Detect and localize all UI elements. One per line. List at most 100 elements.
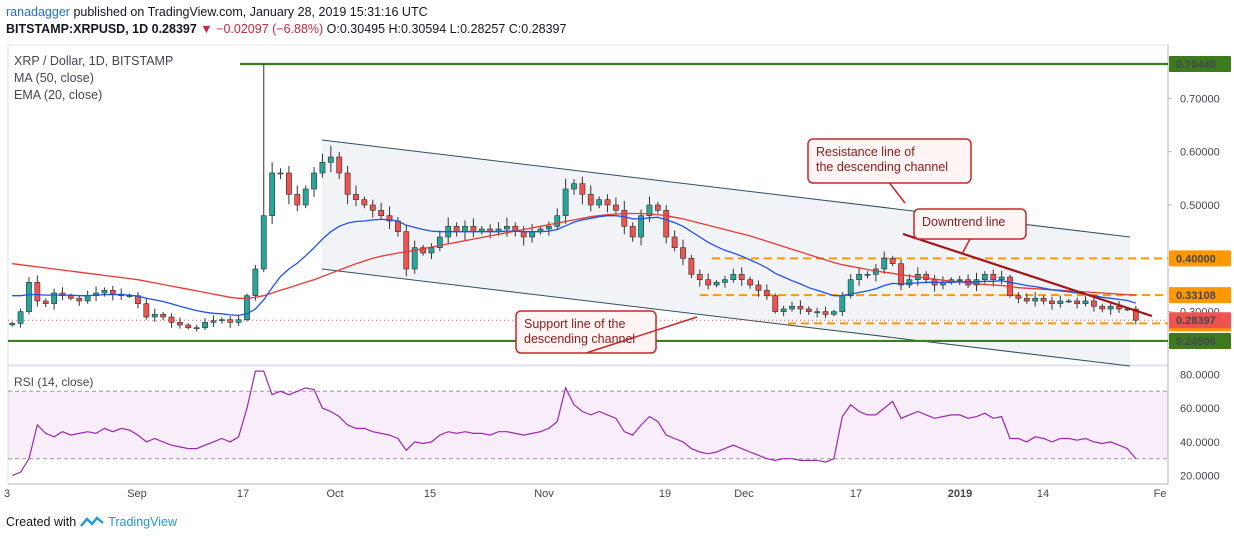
candle-body bbox=[260, 215, 267, 270]
candle-body bbox=[906, 279, 913, 286]
candle-body bbox=[1090, 300, 1097, 307]
candle-body bbox=[1116, 306, 1122, 310]
candle-body bbox=[722, 279, 728, 283]
candle-body bbox=[956, 279, 963, 281]
candle-body bbox=[235, 319, 242, 323]
ohlc-values: O:0.30495 H:0.30594 L:0.28257 C:0.28397 bbox=[326, 22, 567, 36]
support-callout-text: Support line of the bbox=[524, 317, 626, 331]
rsi-tick-label: 60.0000 bbox=[1180, 403, 1220, 415]
candle-body bbox=[1132, 308, 1139, 321]
candle-body bbox=[160, 314, 167, 318]
candle-body bbox=[889, 258, 896, 264]
candle-body bbox=[747, 279, 753, 286]
candle-body bbox=[1040, 298, 1047, 302]
candle-body bbox=[629, 226, 636, 238]
downtrend-callout: Downtrend line bbox=[913, 208, 1027, 255]
candle-body bbox=[42, 300, 49, 304]
candle-body bbox=[789, 306, 795, 310]
candle-body bbox=[1049, 300, 1055, 304]
downtrend-line bbox=[902, 232, 1153, 318]
time-tick-label: 14 bbox=[1037, 488, 1049, 500]
candle-body bbox=[587, 194, 594, 206]
downtrend-callout-pointer bbox=[961, 238, 971, 255]
support-callout-pointer bbox=[585, 316, 698, 354]
resistance-callout-text: Resistance line of bbox=[816, 145, 915, 159]
candle-body bbox=[713, 282, 720, 286]
rsi-tick-label: 20.0000 bbox=[1180, 471, 1220, 483]
candle-body bbox=[143, 303, 150, 318]
time-tick-label: 17 bbox=[237, 488, 249, 500]
channel-support-line bbox=[321, 268, 1131, 367]
channel-fill bbox=[322, 140, 1130, 365]
last-price: 0.28397 bbox=[151, 22, 197, 36]
time-tick-label: Fe bbox=[1154, 488, 1167, 500]
price-change: −0.02097 (−6.88%) bbox=[216, 22, 324, 36]
candle-body bbox=[1065, 300, 1072, 303]
candle-body bbox=[805, 308, 812, 312]
candle-body bbox=[462, 226, 468, 232]
candle-body bbox=[1099, 306, 1106, 310]
rsi-line bbox=[11, 370, 1137, 477]
candle-body bbox=[336, 156, 343, 174]
level-label: 0.76440 bbox=[1176, 59, 1216, 71]
level-label-box bbox=[1169, 287, 1231, 304]
candle-body bbox=[193, 327, 200, 329]
candle-body bbox=[763, 290, 770, 296]
tradingview-brand[interactable]: TradingView bbox=[108, 515, 177, 529]
candle-body bbox=[109, 290, 116, 295]
candle-body bbox=[269, 172, 276, 216]
candle-body bbox=[654, 204, 661, 211]
candle-body bbox=[420, 247, 426, 254]
resistance-callout-text: the descending channel bbox=[816, 160, 948, 174]
candle-body bbox=[302, 188, 309, 206]
price-tick-label: 0.60000 bbox=[1180, 147, 1220, 159]
candle-body bbox=[428, 247, 435, 254]
legend-ma: MA (50, close) bbox=[14, 71, 94, 85]
candle-body bbox=[688, 258, 695, 275]
candle-body bbox=[386, 215, 393, 222]
time-tick-label: 2019 bbox=[948, 488, 972, 500]
candle-body bbox=[579, 183, 586, 195]
candle-body bbox=[864, 274, 871, 276]
time-tick-label: 17 bbox=[850, 488, 862, 500]
candle-body bbox=[881, 258, 888, 270]
last-price-label: 0.28397 bbox=[1176, 315, 1216, 327]
level-label: 0.40000 bbox=[1176, 253, 1216, 265]
resistance-callout-pointer bbox=[888, 182, 906, 204]
tradingview-logo-icon bbox=[80, 516, 104, 527]
candle-body bbox=[1032, 298, 1039, 302]
candle-body bbox=[411, 247, 418, 270]
price-tick-label: 0.70000 bbox=[1180, 93, 1220, 105]
time-tick-label: 15 bbox=[424, 488, 436, 500]
candle-body bbox=[596, 199, 603, 206]
candle-body bbox=[26, 282, 32, 312]
candle-body bbox=[1082, 300, 1089, 304]
candle-body bbox=[663, 210, 670, 238]
candle-body bbox=[998, 276, 1005, 280]
candle-body bbox=[369, 204, 376, 211]
candle-body bbox=[730, 274, 737, 280]
candle-body bbox=[604, 199, 611, 206]
publish-header: ranadagger published on TradingView.com,… bbox=[6, 5, 428, 19]
time-tick-label: Dec bbox=[734, 488, 754, 500]
rsi-band-fill bbox=[8, 391, 1168, 459]
candle-body bbox=[856, 274, 862, 280]
candle-body bbox=[101, 290, 108, 294]
level-label-box bbox=[1169, 332, 1231, 349]
candle-body bbox=[327, 156, 334, 163]
legend-ema: EMA (20, close) bbox=[14, 88, 103, 102]
candle-body bbox=[277, 172, 284, 175]
candle-body bbox=[470, 226, 477, 232]
price-tick-label: 0.50000 bbox=[1180, 200, 1220, 212]
candle-body bbox=[9, 323, 16, 326]
publish-info: published on TradingView.com, January 28… bbox=[73, 5, 428, 19]
author-link[interactable]: ranadagger bbox=[6, 5, 70, 19]
footer: Created with TradingView bbox=[6, 515, 177, 529]
candle-body bbox=[1074, 300, 1081, 304]
candle-body bbox=[311, 172, 317, 190]
candle-body bbox=[34, 282, 41, 302]
candle-body bbox=[151, 314, 158, 318]
candle-body bbox=[252, 268, 259, 296]
candle-body bbox=[17, 311, 24, 324]
